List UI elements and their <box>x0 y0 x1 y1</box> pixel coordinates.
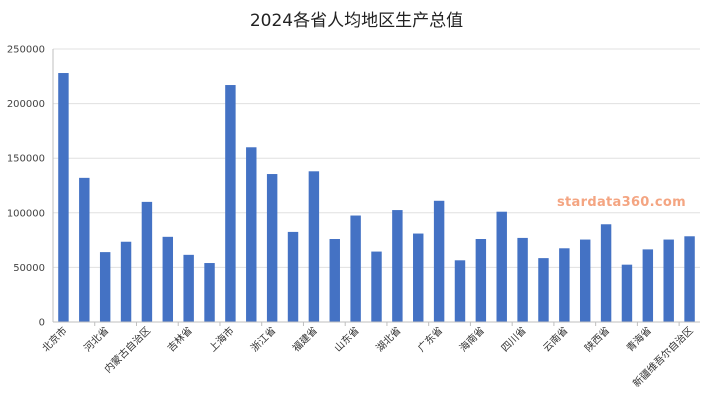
bar <box>308 171 320 322</box>
bar <box>392 210 403 322</box>
bar <box>329 239 340 322</box>
bar <box>433 200 445 322</box>
y-tick-label: 0 <box>39 318 45 329</box>
x-tick-label: 云南省 <box>540 324 570 354</box>
x-tick-label: 山东省 <box>331 324 361 354</box>
bar <box>579 239 591 322</box>
bar <box>79 177 90 322</box>
bar <box>58 73 69 322</box>
bar <box>621 264 633 322</box>
bar <box>225 85 236 322</box>
y-axis: 0 50000 100000 150000 200000 250000 <box>7 45 54 329</box>
bar <box>371 251 382 322</box>
y-tick-label: 200000 <box>7 99 45 110</box>
x-axis: 北京市 河北省内蒙古自治区 吉林省 上海市 浙江省 福建省 山东省 湖北省 广东省 海南省 四川省云… <box>39 321 700 390</box>
bar <box>517 237 528 322</box>
bar <box>99 252 111 322</box>
bar <box>246 147 257 322</box>
x-tick-label: 浙江省 <box>248 324 278 354</box>
x-tick-label: 青海省 <box>624 324 654 354</box>
bar <box>559 248 570 322</box>
x-tick-label: 上海市 <box>206 324 236 354</box>
bar <box>141 201 153 322</box>
bar <box>266 174 278 322</box>
y-tick-label: 50000 <box>13 263 45 274</box>
x-tick-label: 四川省 <box>498 324 528 354</box>
y-tick-label: 250000 <box>7 45 45 56</box>
bar <box>183 254 194 322</box>
x-tick-label: 海南省 <box>457 324 487 354</box>
x-tick-label: 湖北省 <box>373 324 403 354</box>
bar <box>413 233 424 322</box>
bar <box>496 211 507 322</box>
bar <box>120 241 132 322</box>
bar <box>600 224 612 322</box>
bar <box>350 215 361 322</box>
bar <box>204 263 215 322</box>
y-tick-label: 150000 <box>7 154 45 165</box>
bar <box>538 258 549 322</box>
watermark-text: stardata360.com <box>557 195 686 210</box>
x-tick-label: 吉林省 <box>164 324 194 354</box>
bar <box>454 260 466 322</box>
y-tick-label: 100000 <box>7 208 45 219</box>
bar <box>287 231 299 322</box>
bar <box>642 249 654 322</box>
x-tick-label: 河北省 <box>81 324 111 354</box>
bar <box>162 236 174 322</box>
bars <box>58 73 695 322</box>
x-tick-label: 福建省 <box>290 324 320 354</box>
bar <box>663 239 674 322</box>
bar <box>684 236 695 322</box>
x-tick-label: 陕西省 <box>582 324 612 354</box>
chart-title: 2024各省人均地区生产总值 <box>249 11 464 31</box>
bar <box>475 239 487 322</box>
x-tick-label: 广东省 <box>415 324 445 354</box>
